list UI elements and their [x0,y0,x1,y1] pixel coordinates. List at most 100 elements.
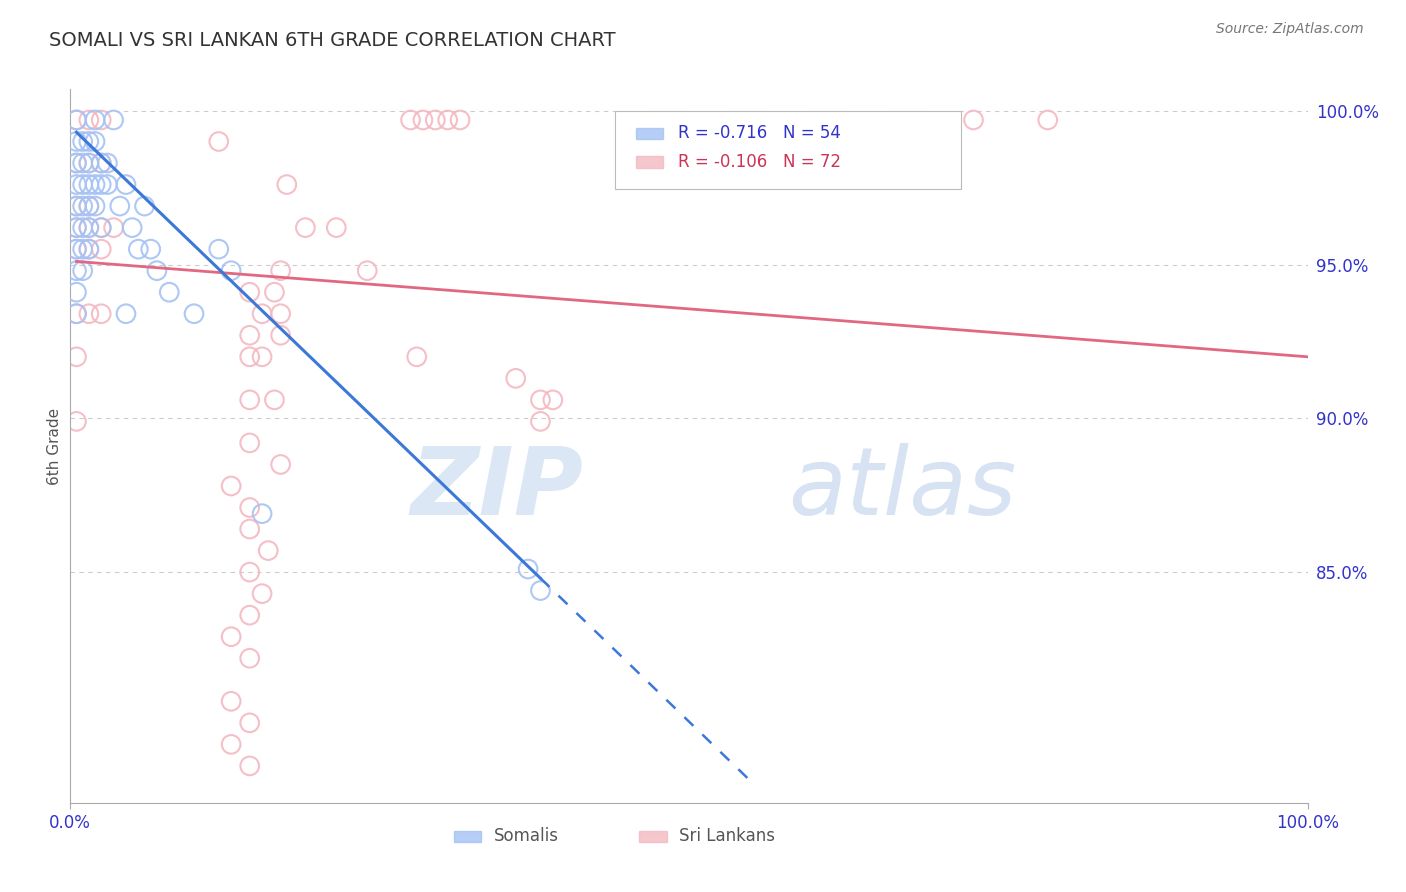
Point [77,156,100,170]
Point [270,263,292,277]
Point [77,307,100,321]
Point [65,112,87,127]
Point [541,392,564,407]
Point [157,285,180,300]
FancyBboxPatch shape [640,830,666,842]
Point [529,392,551,407]
Point [65,199,87,213]
Point [115,307,138,321]
Point [276,178,298,192]
FancyBboxPatch shape [454,830,481,842]
Text: atlas: atlas [787,443,1017,534]
Point [65,242,87,256]
Point [356,263,378,277]
Text: R = -0.716   N = 54: R = -0.716 N = 54 [678,125,841,143]
Point [263,392,285,407]
Point [65,242,87,256]
Point [257,543,280,558]
Point [103,220,125,235]
Point [239,350,262,364]
Text: ZIP: ZIP [411,442,583,535]
Point [65,199,87,213]
Point [65,156,87,170]
Point [90,220,112,235]
Point [65,350,87,364]
Point [325,220,347,235]
FancyBboxPatch shape [614,111,962,189]
Point [239,328,262,343]
Point [65,220,87,235]
Point [77,178,100,192]
Point [134,199,156,213]
Point [239,500,262,515]
Point [65,178,87,192]
Text: SOMALI VS SRI LANKAN 6TH GRADE CORRELATION CHART: SOMALI VS SRI LANKAN 6TH GRADE CORRELATI… [49,31,616,50]
Point [146,263,169,277]
Point [139,242,162,256]
Point [90,156,112,170]
Point [65,220,87,235]
Point [219,737,242,751]
Point [77,242,100,256]
Point [72,135,94,149]
Point [239,759,262,773]
Point [294,220,316,235]
Point [72,220,94,235]
Point [77,199,100,213]
Point [77,156,100,170]
Point [239,285,262,300]
Point [65,285,87,300]
Point [529,414,551,428]
Point [72,156,94,170]
Point [90,156,112,170]
Point [77,112,100,127]
Point [399,112,422,127]
Point [84,199,107,213]
Point [65,112,87,127]
Point [250,350,273,364]
Point [96,156,118,170]
Point [115,178,138,192]
Text: R = -0.106   N = 72: R = -0.106 N = 72 [678,153,841,171]
Point [219,694,242,708]
Point [208,135,231,149]
Point [250,507,273,521]
Point [90,220,112,235]
Point [1036,112,1059,127]
Point [65,307,87,321]
Point [239,715,262,730]
Point [425,112,447,127]
Point [412,112,434,127]
Point [219,630,242,644]
Point [270,328,292,343]
Point [65,263,87,277]
Point [270,307,292,321]
Point [77,220,100,235]
Point [183,307,205,321]
Point [219,479,242,493]
Point [72,242,94,256]
Point [77,199,100,213]
Point [239,392,262,407]
Point [127,242,149,256]
Point [90,178,112,192]
Point [436,112,458,127]
Point [84,135,107,149]
Point [449,112,471,127]
Point [84,112,107,127]
Point [121,220,143,235]
Point [65,156,87,170]
Point [103,112,125,127]
Point [505,371,527,385]
Point [405,350,427,364]
Point [65,135,87,149]
Point [72,199,94,213]
Point [77,242,100,256]
Point [270,458,292,472]
Point [77,135,100,149]
Point [72,178,94,192]
Point [84,178,107,192]
Point [529,583,551,598]
Point [239,608,262,623]
Point [239,651,262,665]
